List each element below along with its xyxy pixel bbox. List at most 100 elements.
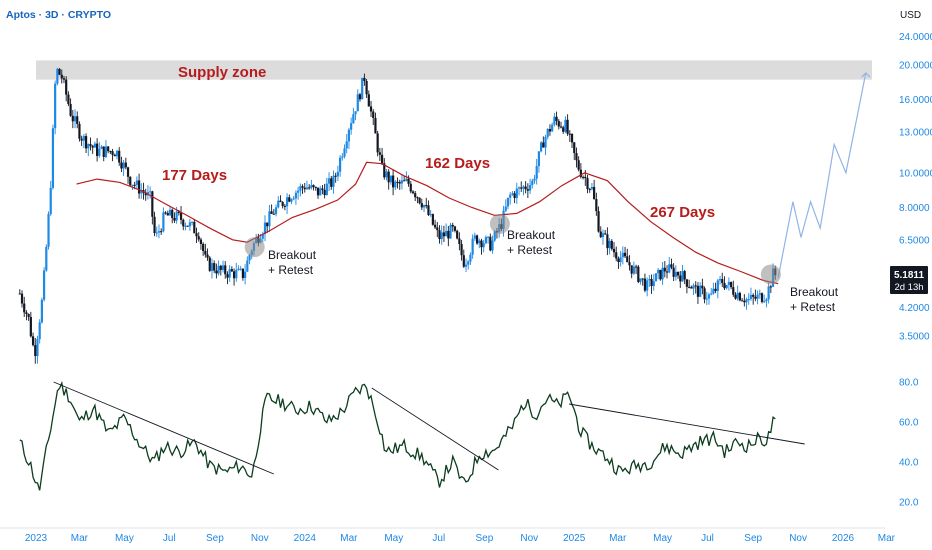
candle (118, 147, 121, 166)
candle (270, 204, 273, 214)
candle-body (221, 265, 225, 270)
candle (486, 236, 490, 244)
candle-body (482, 243, 485, 248)
candle (696, 282, 700, 304)
candle-body (610, 240, 613, 249)
candle (372, 109, 375, 125)
candle-body (473, 235, 476, 239)
candle-body (509, 194, 512, 198)
candle (65, 76, 68, 102)
candle-body (400, 180, 404, 184)
candle (82, 134, 85, 149)
candle-body (385, 171, 388, 178)
candle (606, 227, 609, 256)
candle (188, 218, 191, 231)
candle (387, 169, 390, 190)
candle (352, 107, 355, 124)
candle-body (604, 233, 607, 235)
candle (235, 262, 238, 282)
candle (756, 290, 759, 305)
candle (367, 90, 370, 107)
candle-body (383, 163, 386, 178)
candle (513, 191, 516, 204)
candle (87, 143, 90, 157)
candle-body (471, 238, 474, 255)
candle (186, 225, 189, 227)
candle (688, 279, 691, 289)
candle (471, 234, 474, 259)
candle-body (696, 285, 700, 297)
candle (288, 194, 291, 203)
candle (555, 111, 558, 126)
candle-body (486, 236, 490, 238)
candle-body (93, 143, 97, 148)
candle (241, 268, 245, 281)
candle (47, 211, 50, 250)
candle-body (732, 287, 735, 295)
candle-body (414, 193, 417, 198)
candle-body (376, 133, 379, 153)
candle (601, 229, 605, 245)
candle (608, 237, 611, 255)
candle-body (504, 206, 507, 211)
candle-body (741, 300, 744, 302)
candle (244, 264, 247, 285)
candle-body (241, 268, 245, 278)
candle (422, 204, 426, 213)
candle-body (467, 261, 470, 265)
candle (747, 293, 750, 305)
candle-body (224, 265, 227, 275)
candle (535, 158, 538, 185)
candle (515, 182, 518, 204)
candle-body (767, 286, 770, 300)
candle-body (144, 192, 147, 196)
symbol-title[interactable]: Aptos · 3D · CRYPTO (6, 9, 111, 21)
candle (654, 273, 658, 282)
breakout-retest-marker-3 (760, 264, 781, 285)
candle (610, 239, 613, 251)
candle (411, 190, 415, 195)
candle (195, 227, 198, 244)
candle-body (425, 205, 428, 207)
candle-body (36, 339, 39, 357)
candle (104, 140, 108, 159)
currency-label[interactable]: USD (900, 10, 921, 21)
candle (111, 148, 114, 162)
candle-body (129, 176, 132, 186)
candle-body (270, 211, 273, 214)
candle-body (440, 232, 443, 240)
candle-body (469, 254, 472, 262)
candle-body (319, 188, 322, 196)
candle-body (120, 162, 123, 169)
candle (615, 246, 618, 262)
candle (665, 265, 669, 279)
projection-path (777, 72, 867, 278)
candle (383, 158, 386, 180)
candle-body (513, 193, 516, 199)
time-tick-label: Jul (163, 533, 176, 544)
candle (45, 244, 48, 272)
candle (122, 159, 125, 176)
candle (221, 260, 225, 273)
candle-body (643, 278, 647, 291)
candle-body (131, 184, 134, 186)
candle-body (418, 197, 421, 204)
candle (120, 156, 123, 173)
candle (42, 267, 46, 302)
candle-body (104, 146, 108, 158)
candle (562, 125, 565, 134)
candle (725, 284, 728, 290)
price-badge-countdown: 2d 13h (894, 282, 923, 293)
candle-body (442, 232, 446, 237)
candle (433, 219, 437, 229)
candle (559, 121, 563, 129)
candle (672, 263, 675, 282)
time-tick-label: May (384, 533, 403, 544)
candle-body (115, 150, 119, 157)
candle-body (710, 293, 713, 295)
candle (438, 225, 441, 244)
candle-body (623, 252, 627, 257)
candle-body (109, 151, 112, 153)
candle-body (100, 146, 103, 149)
